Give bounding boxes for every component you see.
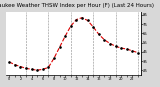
Text: Milwaukee Weather THSW Index per Hour (F) (Last 24 Hours): Milwaukee Weather THSW Index per Hour (F… [0, 3, 154, 8]
